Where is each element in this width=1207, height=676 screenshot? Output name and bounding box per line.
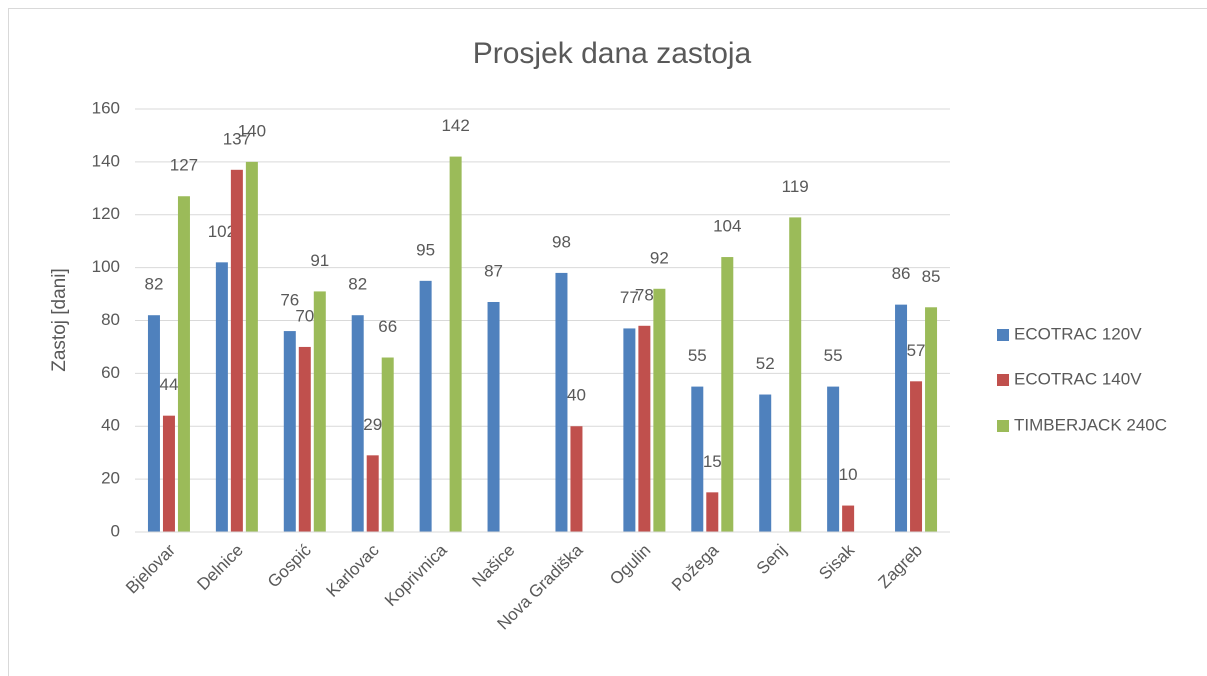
data-label: 78 xyxy=(635,285,654,304)
data-label: 142 xyxy=(441,116,469,135)
bar xyxy=(449,156,462,532)
data-label: 66 xyxy=(378,317,397,336)
bar xyxy=(245,161,258,532)
data-label: 91 xyxy=(310,251,329,270)
bar xyxy=(842,505,855,532)
x-tick-label: Našice xyxy=(468,541,518,591)
bar xyxy=(177,196,190,532)
data-label: 104 xyxy=(713,217,741,236)
y-tick-label: 0 xyxy=(111,521,120,540)
bar xyxy=(570,426,583,532)
bar xyxy=(827,386,840,532)
bar xyxy=(230,169,243,532)
y-tick-label: 40 xyxy=(101,416,120,435)
data-label: 29 xyxy=(363,415,382,434)
data-label: 85 xyxy=(922,267,941,286)
legend-swatch xyxy=(997,329,1009,341)
data-label: 119 xyxy=(782,177,809,196)
bar xyxy=(162,415,175,532)
bar xyxy=(925,307,938,532)
data-label: 76 xyxy=(280,291,299,310)
legend-label: TIMBERJACK 240C xyxy=(1014,415,1167,434)
bar xyxy=(623,328,636,532)
data-label: 70 xyxy=(295,306,314,325)
bar xyxy=(381,357,394,532)
x-tick-label: Sisak xyxy=(815,540,858,583)
bar xyxy=(487,301,500,532)
bar xyxy=(366,455,379,532)
bar xyxy=(706,492,719,532)
data-label: 55 xyxy=(688,346,707,365)
legend-swatch xyxy=(997,374,1009,386)
data-label: 127 xyxy=(170,156,198,175)
x-tick-label: Gospić xyxy=(264,540,315,591)
legend-swatch xyxy=(997,420,1009,432)
data-label: 87 xyxy=(484,261,503,280)
data-label: 52 xyxy=(756,354,775,373)
bar xyxy=(147,315,160,532)
data-label: 55 xyxy=(824,346,843,365)
data-label: 98 xyxy=(552,232,571,251)
bar xyxy=(759,394,772,532)
y-tick-label: 160 xyxy=(92,98,120,117)
bar xyxy=(351,315,364,532)
bar xyxy=(298,346,311,532)
bar xyxy=(215,262,228,532)
bar xyxy=(419,280,432,532)
y-tick-label: 120 xyxy=(92,204,120,223)
data-label: 10 xyxy=(839,465,858,484)
data-label: 92 xyxy=(650,248,669,267)
y-tick-label: 20 xyxy=(101,469,120,488)
data-label: 95 xyxy=(416,240,435,259)
bar xyxy=(555,272,568,532)
x-tick-label: Bjelovar xyxy=(122,540,179,597)
data-label: 140 xyxy=(238,121,266,140)
data-label: 57 xyxy=(907,341,926,360)
x-tick-label: Delnice xyxy=(193,541,247,595)
bar xyxy=(789,217,802,533)
chart-title: Prosjek dana zastoja xyxy=(473,37,752,70)
x-tick-label: Senj xyxy=(753,541,790,578)
data-label: 44 xyxy=(159,375,178,394)
bar xyxy=(653,288,666,532)
data-label: 86 xyxy=(892,264,911,283)
y-tick-label: 80 xyxy=(101,310,120,329)
x-tick-label: Karlovac xyxy=(323,540,384,601)
data-label: 137 xyxy=(223,129,251,148)
bar xyxy=(910,381,923,532)
x-tick-label: Ogulin xyxy=(606,541,654,589)
chart-frame xyxy=(8,8,1207,676)
x-tick-label: Zagreb xyxy=(875,541,927,593)
data-label: 77 xyxy=(620,288,639,307)
legend-label: ECOTRAC 120V xyxy=(1014,324,1142,343)
bar xyxy=(313,291,326,532)
data-label: 40 xyxy=(567,386,586,405)
data-label: 82 xyxy=(144,275,163,294)
bar xyxy=(283,331,296,532)
y-tick-label: 60 xyxy=(101,363,120,382)
y-tick-label: 140 xyxy=(92,151,120,170)
bar xyxy=(721,257,734,532)
bar xyxy=(638,325,651,532)
y-tick-label: 100 xyxy=(92,257,120,276)
legend-label: ECOTRAC 140V xyxy=(1014,369,1142,388)
data-label: 82 xyxy=(348,275,367,294)
x-tick-label: Koprivnica xyxy=(381,540,451,610)
data-label: 15 xyxy=(703,452,722,471)
x-tick-label: Požega xyxy=(668,540,723,595)
data-label: 102 xyxy=(208,222,236,241)
y-axis-label: Zastoj [dani] xyxy=(49,268,70,372)
bar xyxy=(895,304,908,532)
bar xyxy=(691,386,704,532)
